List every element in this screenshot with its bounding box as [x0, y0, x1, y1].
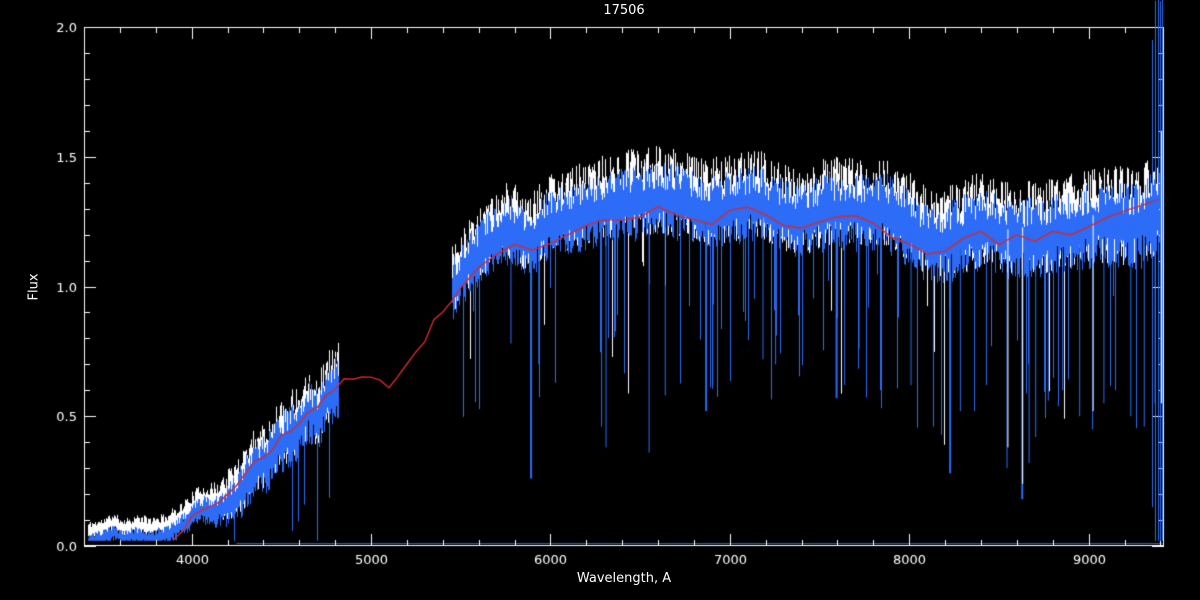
x-axis-label: Wavelength, A	[576, 571, 672, 586]
plot-title: 17506	[603, 3, 645, 18]
y-axis-label: Flux	[26, 273, 42, 301]
